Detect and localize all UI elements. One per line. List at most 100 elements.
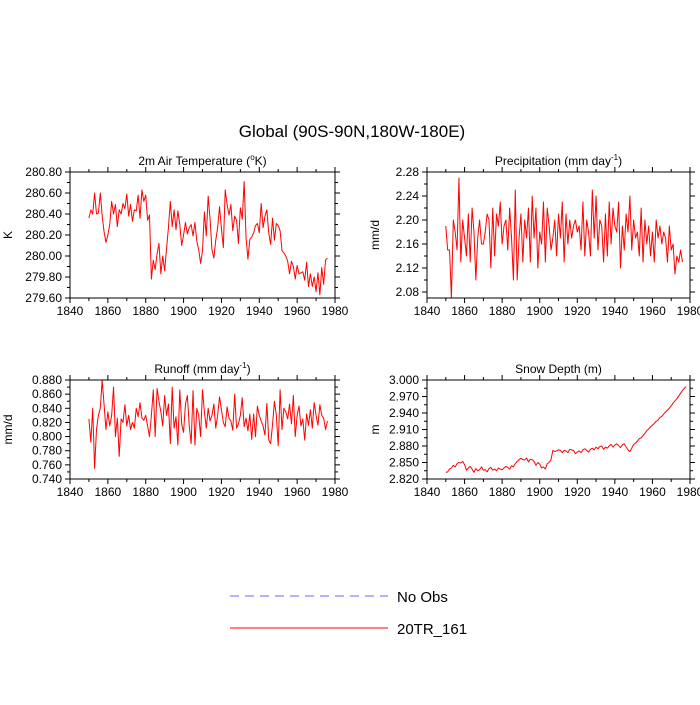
x-tick-label: 1840 (414, 485, 441, 499)
y-tick-label: 2.08 (396, 285, 420, 299)
panel-title-unit: ) (247, 362, 251, 376)
panel-title-unit: ( (243, 154, 250, 168)
y-tick-label: 0.820 (32, 415, 62, 429)
figure-title: Global (90S-90N,180W-180E) (239, 122, 465, 141)
x-tick-label: 1860 (451, 485, 478, 499)
y-tick-label: 0.780 (32, 444, 62, 458)
x-tick-label: 1840 (414, 304, 441, 318)
x-tick-label: 1900 (526, 485, 553, 499)
x-tick-label: 1860 (451, 304, 478, 318)
y-axis-label: K (1, 231, 15, 239)
series-line-20tr-161 (88, 180, 328, 296)
y-tick-label: 280.60 (25, 186, 62, 200)
y-tick-label: 280.40 (25, 207, 62, 221)
y-tick-label: 3.000 (389, 373, 419, 387)
legend-label-20tr-161: 20TR_161 (397, 621, 467, 638)
panel-title-text: 2m Air Temperature (138, 154, 243, 168)
y-tick-label: 279.80 (25, 270, 62, 284)
panel-title-unit-superscript: o (250, 153, 255, 162)
x-tick-label: 1840 (57, 485, 84, 499)
y-axis-label: mm/d (368, 220, 382, 250)
panel-title: Precipitation (mm day-1) (495, 153, 622, 168)
plot-frame (426, 379, 691, 480)
panel-4: Snow Depth (m) 1840 1860 1880 1900 1920 1940 19… (368, 362, 700, 499)
y-tick-label: 280.00 (25, 249, 62, 263)
y-tick-label: 0.800 (32, 430, 62, 444)
x-tick-label: 1920 (208, 304, 235, 318)
x-tick-label: 1860 (95, 485, 122, 499)
panel-title-text: Precipitation (495, 154, 561, 168)
x-tick-label: 1960 (639, 485, 666, 499)
panel-2: Precipitation (mm day-1) 1840 1860 1880 1900… (368, 153, 700, 318)
y-tick-label: 2.16 (396, 237, 420, 251)
y-tick-label: 0.840 (32, 401, 62, 415)
y-tick-label: 280.20 (25, 228, 62, 242)
y-tick-label: 0.760 (32, 458, 62, 472)
panels: 2m Air Temperature (oK)1840 1860 1880 1900 1… (1, 153, 700, 499)
y-tick-label: 0.860 (32, 387, 62, 401)
y-tick-label: 2.970 (389, 390, 419, 404)
y-tick-label: 280.80 (25, 165, 62, 179)
panel-1: 2m Air Temperature (oK) 1840 1860 1880 1900 1… (1, 153, 349, 318)
panel-title: 2m Air Temperature (oK) (138, 153, 266, 168)
y-tick-label: 2.24 (396, 189, 420, 203)
y-tick-label: 2.28 (396, 165, 420, 179)
x-tick-label: 1980 (677, 304, 700, 318)
y-tick-label: 2.820 (389, 472, 419, 486)
x-tick-label: 1880 (132, 485, 159, 499)
y-tick-label: 2.12 (396, 261, 420, 275)
panel-title-unit: ) (618, 154, 622, 168)
y-tick-label: 2.20 (396, 213, 420, 227)
panel-title-text: Runoff (154, 362, 190, 376)
legend-label-no-obs: No Obs (397, 589, 448, 606)
series-line-20tr-161 (445, 177, 683, 299)
x-tick-label: 1940 (246, 304, 273, 318)
x-tick-label: 1900 (526, 304, 553, 318)
x-tick-label: 1920 (208, 485, 235, 499)
x-tick-label: 1940 (602, 485, 629, 499)
x-tick-label: 1920 (564, 485, 591, 499)
x-tick-label: 1880 (489, 485, 516, 499)
series-line-20tr-161 (445, 386, 687, 473)
y-tick-label: 0.740 (32, 472, 62, 486)
x-tick-label: 1980 (322, 304, 349, 318)
x-tick-label: 1920 (564, 304, 591, 318)
y-axis-label: mm/d (1, 415, 15, 445)
panel-title-unit: (mm day (561, 154, 611, 168)
panel-title-unit-superscript: -1 (240, 361, 248, 370)
x-tick-label: 1880 (132, 304, 159, 318)
y-tick-label: 2.880 (389, 439, 419, 453)
x-tick-label: 1880 (489, 304, 516, 318)
x-tick-label: 1940 (246, 485, 273, 499)
y-tick-label: 0.880 (32, 373, 62, 387)
y-axis-label: m (368, 425, 382, 435)
x-tick-label: 1980 (322, 485, 349, 499)
panel-title-unit-superscript: -1 (611, 153, 619, 162)
y-tick-label: 2.940 (389, 406, 419, 420)
x-tick-label: 1860 (95, 304, 122, 318)
x-tick-label: 1960 (284, 304, 311, 318)
series-line-20tr-161 (88, 379, 328, 469)
plot-frame (69, 379, 336, 480)
plot-frame (426, 171, 691, 299)
x-tick-label: 1960 (639, 304, 666, 318)
plot-frame (69, 171, 336, 299)
panel-3: Runoff (mm day-1) 1840 1860 1880 1900 1920 194… (1, 361, 349, 499)
y-tick-label: 2.910 (389, 423, 419, 437)
x-tick-label: 1980 (677, 485, 700, 499)
x-tick-label: 1960 (284, 485, 311, 499)
y-tick-label: 2.850 (389, 456, 419, 470)
y-tick-label: 279.60 (25, 291, 62, 305)
panel-title-unit: K) (255, 154, 267, 168)
panel-title-text: Snow Depth (m) (515, 362, 602, 376)
x-tick-label: 1940 (602, 304, 629, 318)
panel-title: Runoff (mm day-1) (154, 361, 250, 376)
x-tick-label: 1840 (57, 304, 84, 318)
legend: No Obs 20TR_161 (230, 589, 467, 638)
x-tick-label: 1900 (170, 485, 197, 499)
panel-title-unit: (mm day (190, 362, 240, 376)
panel-title: Snow Depth (m) (515, 362, 602, 376)
x-tick-label: 1900 (170, 304, 197, 318)
